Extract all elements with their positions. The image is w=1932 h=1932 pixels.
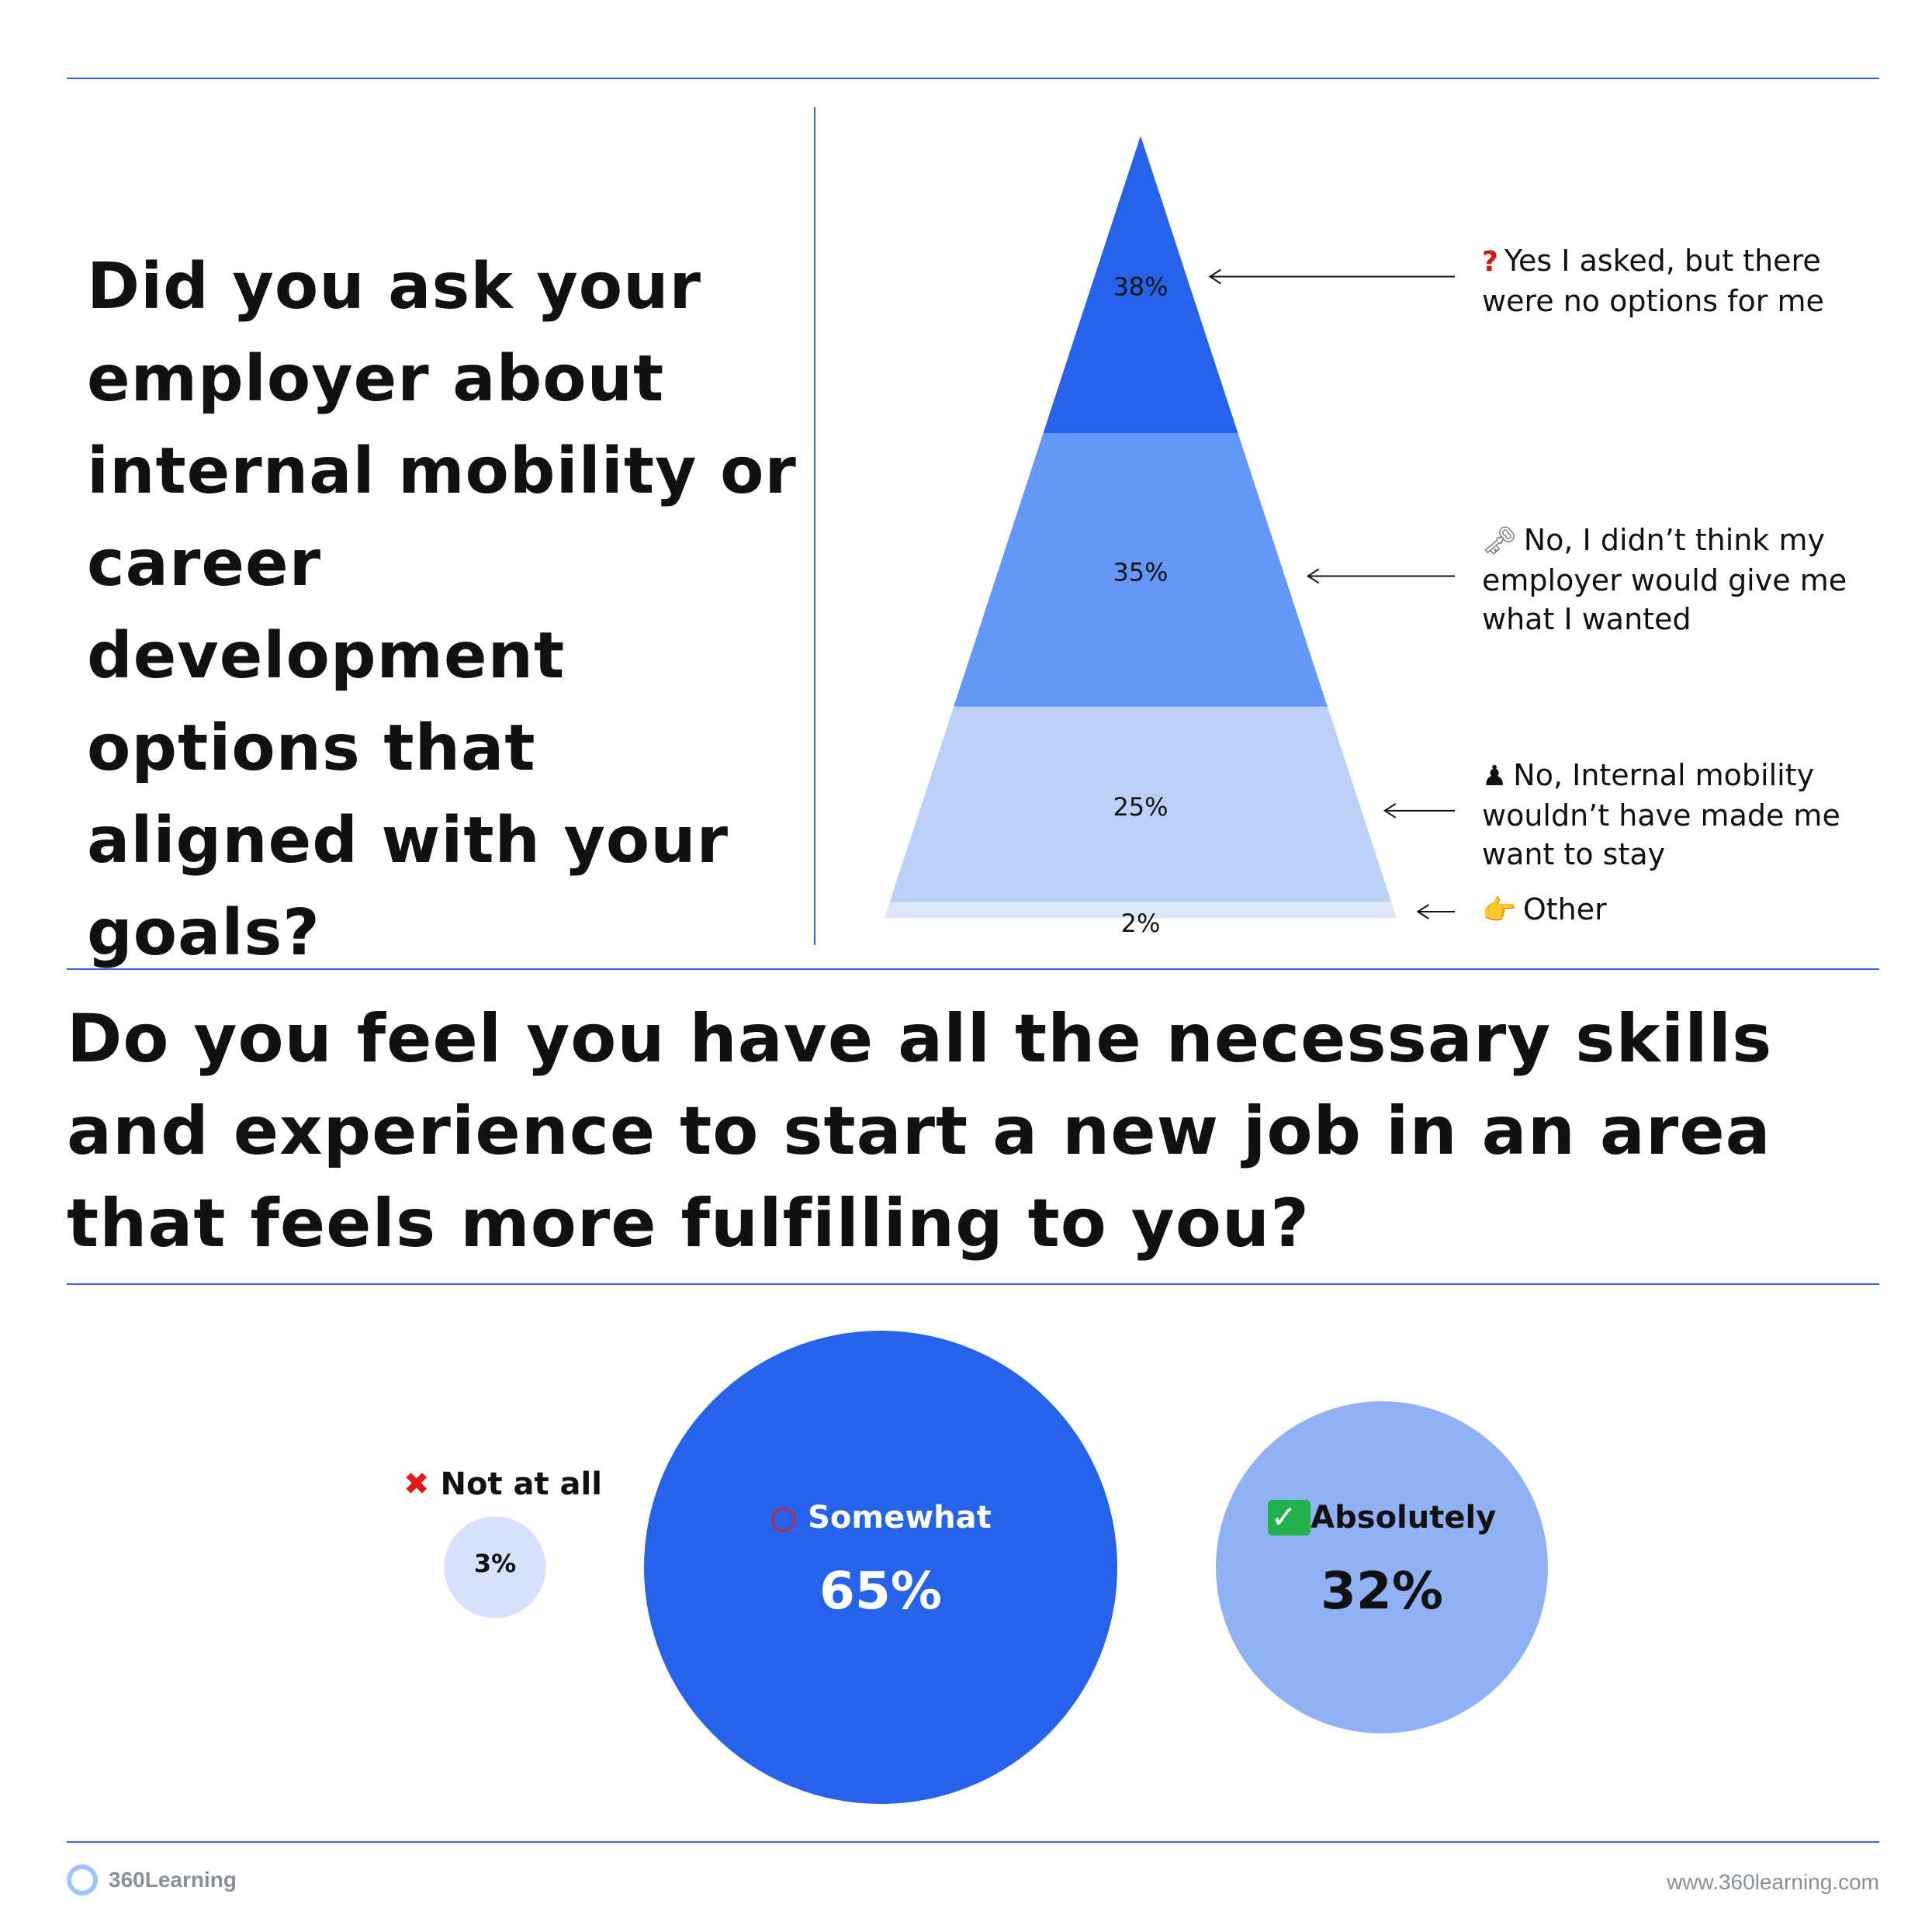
answer-text: Other — [1522, 892, 1607, 926]
pyramid-segment — [954, 433, 1328, 707]
footer-url[interactable]: www.360learning.com — [1667, 1870, 1879, 1894]
bubble-category-label: ✖ Not at all — [402, 1466, 604, 1502]
vertical-divider — [814, 107, 815, 945]
pyramid-answer-label: 👉 Other — [1482, 890, 1885, 930]
arrow-head-icon — [1306, 568, 1320, 584]
footer-divider — [67, 1841, 1879, 1843]
answer-text: No, Internal mobility wouldn’t have made… — [1482, 757, 1840, 871]
answer-text: No, I didn’t think my employer would giv… — [1482, 523, 1847, 637]
pyramid-segment — [885, 902, 1397, 918]
pyramid-value-label: 25% — [1113, 792, 1168, 822]
pyramid-value-label: 38% — [1113, 272, 1168, 302]
bubble-value: 65% — [819, 1561, 942, 1621]
bubble-value: 3% — [473, 1549, 517, 1578]
pyramid-answer-label: ♟ No, Internal mobility wouldn’t have mad… — [1482, 756, 1885, 874]
red-question-mark-icon: ? — [1482, 245, 1498, 278]
red-circle-icon: ○ — [770, 1500, 808, 1536]
question-1: Did you ask your employer about internal… — [87, 250, 797, 970]
bubble-category-text: Not at all — [440, 1466, 602, 1502]
question-2: Do you feel you have all the necessary s… — [67, 1000, 1773, 1262]
bubble-value: 32% — [1321, 1561, 1443, 1621]
middle-divider — [67, 968, 1879, 970]
pyramid-answer-label: ? Yes I asked, but there were no options … — [1482, 241, 1885, 320]
key-icon: 🗝 — [1482, 525, 1518, 558]
arrow-head-icon — [1416, 904, 1429, 919]
brand-logo[interactable]: 360Learning — [67, 1864, 237, 1896]
pyramid-segment — [889, 706, 1392, 902]
top-divider — [67, 78, 1879, 79]
answer-text: Yes I asked, but there were no options f… — [1482, 243, 1824, 318]
question2-divider — [67, 1283, 1879, 1285]
chess-pawn-icon: ♟ — [1482, 760, 1508, 792]
pyramid-value-label: 35% — [1113, 557, 1168, 587]
pointing-hand-icon: 👉 — [1482, 895, 1517, 926]
pyramid-value-label: 2% — [1121, 909, 1161, 938]
logo-ring-icon — [67, 1864, 98, 1896]
red-cross-icon: ✖ — [403, 1466, 441, 1502]
arrow-head-icon — [1383, 802, 1397, 819]
pyramid-segment — [1043, 136, 1238, 434]
bubble-category-text: Absolutely — [1311, 1500, 1497, 1536]
arrow-head-icon — [1208, 268, 1221, 285]
brand-name: 360Learning — [109, 1868, 237, 1892]
bubble-category-label: ○ Somewhat — [725, 1500, 1036, 1536]
pyramid-answer-label: 🗝 No, I didn’t think my employer would gi… — [1482, 521, 1885, 639]
bubble-category-text: Somewhat — [808, 1500, 992, 1536]
green-check-icon: ✓ — [1267, 1500, 1311, 1536]
bubble-category-label: ✓ Absolutely — [1227, 1500, 1537, 1536]
